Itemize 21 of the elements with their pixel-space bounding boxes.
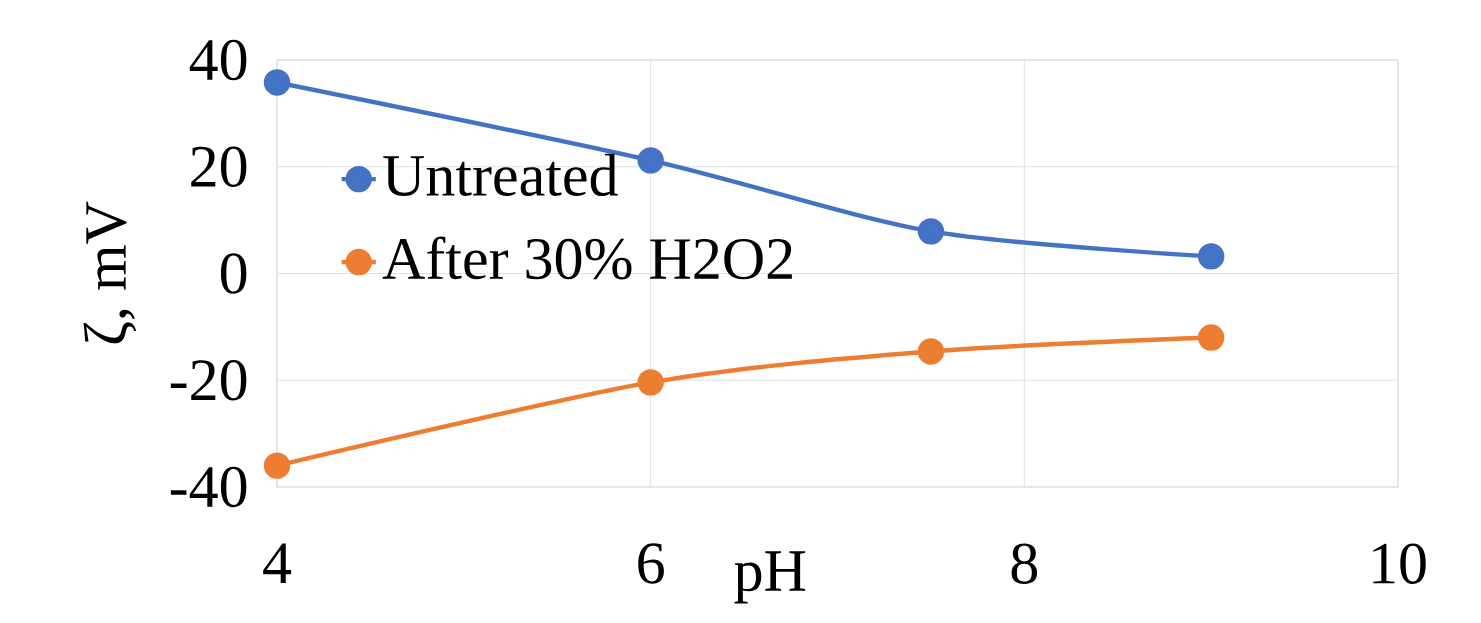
y-tick-label: 0 <box>220 253 247 294</box>
x-tick-label: 6 <box>638 543 664 584</box>
x-tick-label: 8 <box>1011 543 1038 584</box>
legend-label: Untreated <box>383 153 618 196</box>
point <box>263 452 291 479</box>
x-axis-title: pH <box>734 551 806 604</box>
x-tick-label: 4 <box>263 543 292 583</box>
point <box>1197 324 1225 351</box>
point <box>1197 243 1225 270</box>
point <box>917 338 945 365</box>
legend-label: After 30% H2O2 <box>382 236 792 280</box>
point <box>263 69 291 96</box>
point <box>637 368 664 396</box>
point <box>637 146 664 174</box>
y-tick-label: -20 <box>170 359 247 401</box>
y-tick-label: -40 <box>170 466 247 508</box>
point <box>917 217 945 245</box>
x-tick-label: 10 <box>1373 543 1426 584</box>
y-tick-label: 40 <box>189 39 247 81</box>
y-axis-title: ζ, mV <box>83 201 137 344</box>
y-tick-label: 20 <box>191 146 247 187</box>
